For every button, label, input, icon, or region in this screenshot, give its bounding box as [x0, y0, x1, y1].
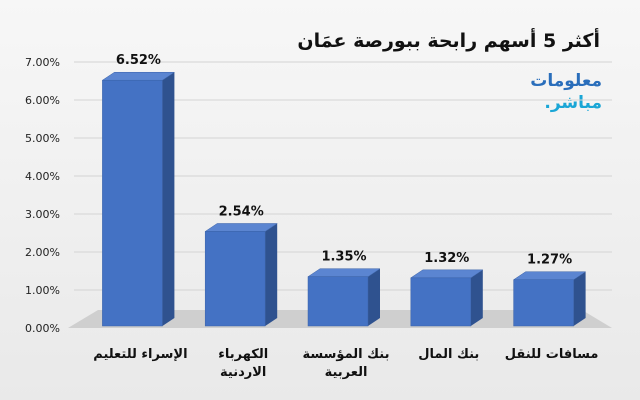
y-tick-label: 0.00%	[25, 322, 60, 335]
mubasher-logo: معلومات مباشر.	[492, 70, 602, 120]
data-label: 2.54%	[219, 204, 264, 219]
y-tick-label: 4.00%	[25, 170, 60, 183]
category-label: بنك المؤسسة	[303, 347, 390, 362]
bar	[204, 231, 266, 327]
y-tick-label: 7.00%	[25, 56, 60, 69]
data-label: 6.52%	[116, 53, 161, 68]
logo-text-line1: معلومات	[530, 71, 602, 91]
bar-top	[307, 268, 381, 277]
category-label: الاردنية	[220, 365, 266, 380]
y-tick-label: 3.00%	[25, 208, 60, 221]
bar-top	[204, 223, 279, 232]
category-label: الكهرباء	[218, 347, 268, 362]
category-label: مسافات للنقل	[505, 347, 599, 362]
bar-top	[512, 271, 587, 280]
bar	[410, 277, 472, 327]
chart-title: أكثر 5 أسهم رابحة ببورصة عمَان	[297, 30, 600, 52]
bar-side	[573, 271, 586, 326]
bar-top	[409, 269, 484, 279]
y-tick-label: 1.00%	[25, 284, 60, 297]
y-tick-label: 2.00%	[25, 246, 60, 259]
bar	[307, 276, 369, 327]
category-label: العربية	[325, 365, 368, 380]
bar-top	[101, 71, 176, 81]
bar-side	[162, 72, 175, 327]
logo-text-line2: مباشر.	[544, 93, 602, 113]
y-tick-label: 5.00%	[25, 132, 60, 145]
y-tick-label: 6.00%	[25, 94, 60, 107]
data-label: 1.32%	[424, 251, 469, 266]
bar	[513, 279, 574, 327]
data-label: 1.27%	[527, 253, 572, 268]
bar-side	[368, 268, 380, 326]
bar-side	[265, 223, 278, 326]
bar-side	[470, 269, 483, 326]
bar	[102, 79, 163, 327]
category-label: بنك المال	[418, 347, 479, 362]
data-label: 1.35%	[321, 250, 366, 265]
category-label: الإسراء للتعليم	[93, 347, 187, 362]
